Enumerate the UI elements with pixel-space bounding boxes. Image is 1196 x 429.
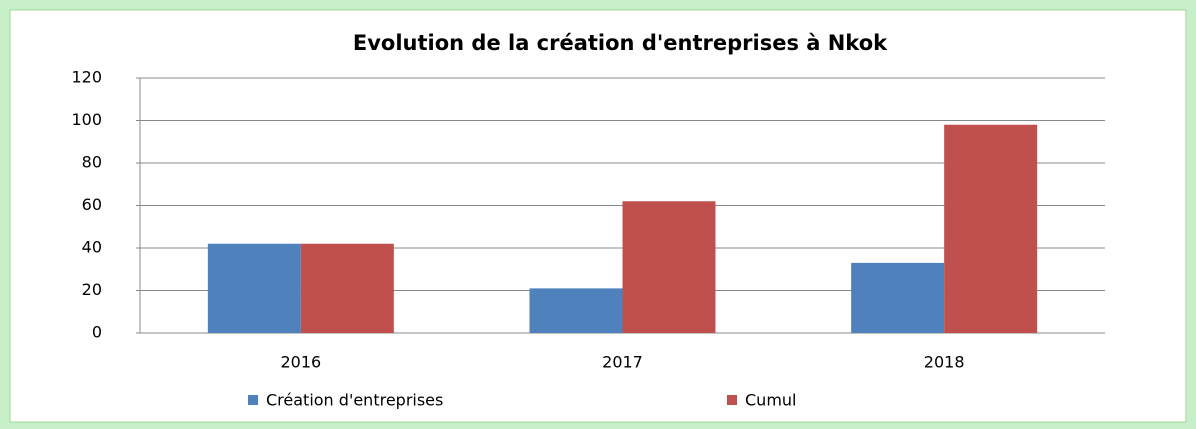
bar <box>622 201 716 333</box>
y-tick-label: 100 <box>71 110 102 129</box>
bar <box>944 124 1038 333</box>
chart-title: Evolution de la création d'entreprises à… <box>353 31 888 55</box>
bar <box>207 243 301 333</box>
bar <box>529 288 623 333</box>
legend-swatch <box>248 395 258 405</box>
y-tick-label: 60 <box>82 195 102 214</box>
bar <box>851 262 945 333</box>
bar <box>300 243 394 333</box>
legend-label: Création d'entreprises <box>266 391 443 410</box>
y-tick-label: 0 <box>92 323 102 342</box>
y-tick-label: 120 <box>71 68 102 87</box>
x-tick-label: 2017 <box>602 353 643 372</box>
y-tick-label: 20 <box>82 280 102 299</box>
x-tick-label: 2018 <box>924 353 965 372</box>
y-tick-label: 40 <box>82 238 102 257</box>
x-tick-label: 2016 <box>280 353 321 372</box>
legend-swatch <box>727 395 737 405</box>
y-tick-label: 80 <box>82 153 102 172</box>
legend-label: Cumul <box>745 391 796 410</box>
